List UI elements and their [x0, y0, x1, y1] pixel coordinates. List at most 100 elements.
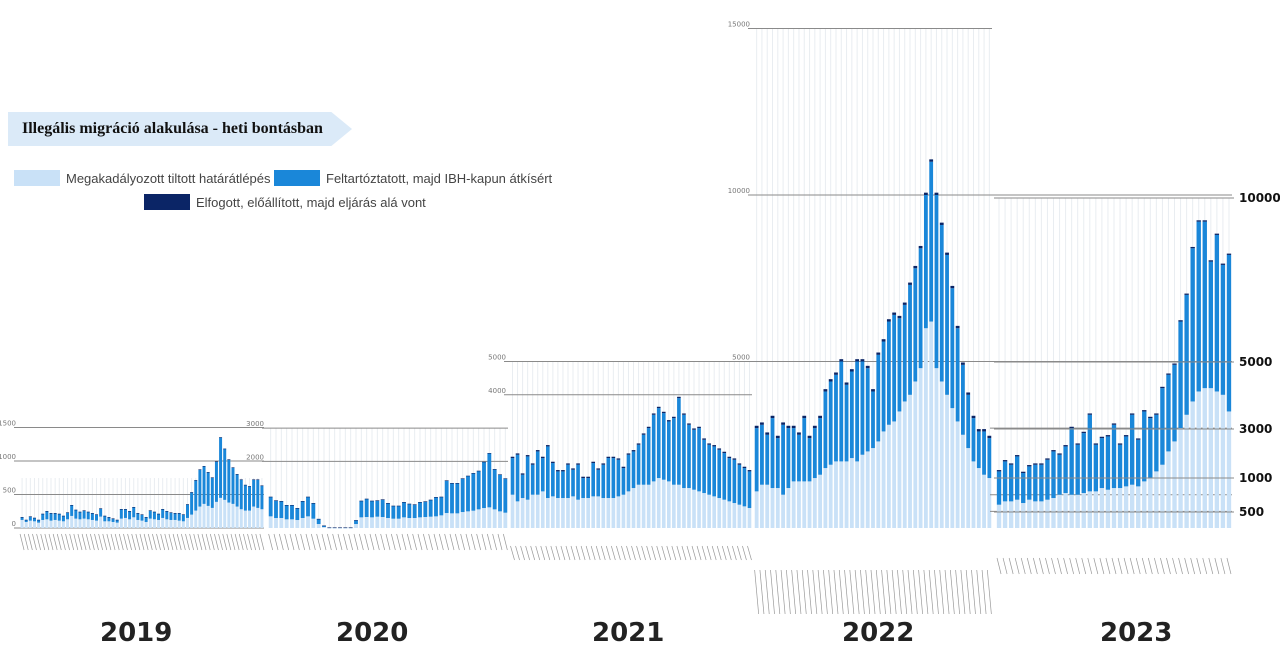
x-tick-mark: [716, 545, 722, 561]
bar-arrested-2019-w28: [132, 507, 136, 508]
bar-arrested-2021-w22: [616, 458, 621, 460]
x-tick-mark: [611, 545, 616, 561]
bar-arrested-2023-w3: [1008, 463, 1014, 465]
bar-escorted-2022-w22: [865, 368, 870, 452]
x-tick-mark: [1008, 557, 1014, 575]
x-tick-mark: [1184, 557, 1189, 575]
bar-arrested-2021-w9: [551, 461, 555, 464]
bar-arrested-2019-w20: [99, 508, 103, 509]
bar-arrested-2023-w38: [1220, 263, 1226, 265]
x-tick-mark: [1214, 557, 1220, 575]
x-tick-mark: [590, 545, 596, 561]
bar-arrested-2022-w45: [987, 435, 992, 439]
x-tick-mark: [747, 545, 752, 561]
bar-arrested-2020-w36: [455, 483, 460, 484]
bar-arrested-2020-w35: [450, 483, 454, 484]
x-tick-mark: [94, 533, 99, 551]
bar-blocked-2023-w33: [1190, 401, 1195, 528]
x-tick-mark: [897, 569, 902, 615]
bar-arrested-2020-w18: [359, 500, 364, 502]
bar-blocked-2019-w8: [49, 520, 53, 528]
x-tick-mark: [444, 533, 450, 551]
bar-arrested-2021-w38: [697, 426, 701, 429]
x-tick-mark: [1087, 557, 1093, 575]
bar-escorted-2019-w43: [194, 480, 198, 511]
bar-escorted-2022-w6: [781, 424, 785, 495]
bar-escorted-2021-w2: [515, 454, 520, 502]
bar-escorted-2019-w31: [144, 517, 148, 522]
bar-arrested-2023-w32: [1184, 293, 1189, 295]
x-tick-mark: [550, 545, 556, 561]
bar-arrested-2019-w53: [235, 474, 239, 475]
bar-escorted-2022-w12: [812, 428, 817, 479]
bar-arrested-2019-w44: [198, 469, 202, 470]
x-tick-mark: [273, 533, 279, 551]
x-tick-mark: [849, 569, 855, 615]
bar-escorted-2019-w33: [152, 511, 156, 520]
bar-escorted-2023-w28: [1160, 388, 1165, 465]
bar-arrested-2021-w21: [611, 456, 616, 459]
year-label-2022: 2022: [842, 618, 915, 648]
bar-escorted-2022-w14: [823, 391, 828, 469]
bar-arrested-2019-w40: [181, 514, 185, 515]
bar-arrested-2019-w29: [136, 513, 140, 514]
bar-arrested-2019-w25: [119, 509, 123, 510]
x-tick-mark: [268, 533, 274, 551]
bar-arrested-2020-w2: [274, 500, 278, 501]
bar-escorted-2023-w2: [1002, 461, 1008, 502]
x-tick-mark: [1141, 557, 1147, 575]
bar-blocked-2023-w20: [1111, 488, 1117, 528]
bar-blocked-2021-w29: [651, 481, 656, 528]
bar-blocked-2020-w16: [348, 527, 353, 529]
x-tick-mark: [1069, 557, 1074, 575]
bar-blocked-2022-w29: [902, 401, 907, 528]
bar-escorted-2019-w56: [248, 486, 252, 511]
bar-blocked-2021-w1: [510, 494, 515, 528]
bar-escorted-2019-w48: [214, 461, 218, 502]
x-tick-mark: [780, 569, 786, 615]
bar-escorted-2021-w39: [702, 439, 706, 494]
bar-escorted-2020-w39: [471, 473, 476, 511]
bar-blocked-2019-w3: [28, 520, 32, 528]
bar-escorted-2020-w30: [423, 501, 428, 518]
bar-arrested-2019-w23: [111, 518, 115, 520]
bar-arrested-2021-w48: [747, 470, 752, 472]
bar-blocked-2021-w35: [682, 488, 686, 528]
x-tick-mark: [380, 533, 386, 551]
bar-arrested-2020-w29: [418, 502, 422, 503]
bar-escorted-2022-w20: [855, 361, 860, 462]
x-tick-mark: [651, 545, 657, 561]
x-tick-mark: [540, 545, 546, 561]
x-tick-mark: [585, 545, 591, 561]
bar-blocked-2022-w25: [881, 431, 886, 528]
bar-blocked-2021-w15: [581, 498, 585, 528]
x-tick-mark: [143, 533, 149, 551]
bar-arrested-2021-w4: [525, 455, 530, 457]
bar-escorted-2019-w9: [53, 513, 57, 520]
bar-arrested-2019-w59: [260, 485, 264, 487]
x-tick-mark: [214, 533, 219, 551]
bar-blocked-2020-w12: [327, 527, 332, 529]
x-tick-mark: [110, 533, 116, 551]
bar-blocked-2022-w42: [971, 461, 976, 528]
bar-escorted-2021-w29: [651, 414, 656, 482]
bar-blocked-2021-w41: [712, 496, 717, 528]
bar-blocked-2023-w3: [1008, 501, 1014, 528]
bar-escorted-2022-w36: [939, 224, 944, 382]
bar-arrested-2023-w37: [1214, 233, 1220, 235]
bar-arrested-2019-w15: [78, 511, 82, 513]
x-tick-mark: [565, 545, 571, 561]
bar-blocked-2020-w19: [364, 517, 369, 528]
bar-escorted-2022-w8: [791, 428, 796, 482]
bar-arrested-2022-w11: [807, 435, 812, 439]
bar-arrested-2020-w37: [460, 478, 465, 479]
bar-arrested-2019-w9: [53, 513, 57, 514]
x-tick-mark: [300, 533, 306, 551]
x-tick-mark: [438, 533, 444, 551]
x-tick-mark: [454, 533, 460, 551]
bar-blocked-2022-w24: [876, 441, 881, 528]
x-tick-mark: [135, 533, 141, 551]
bar-escorted-2021-w28: [646, 428, 651, 485]
bar-escorted-2021-w44: [727, 458, 732, 502]
bar-escorted-2019-w32: [148, 510, 152, 519]
